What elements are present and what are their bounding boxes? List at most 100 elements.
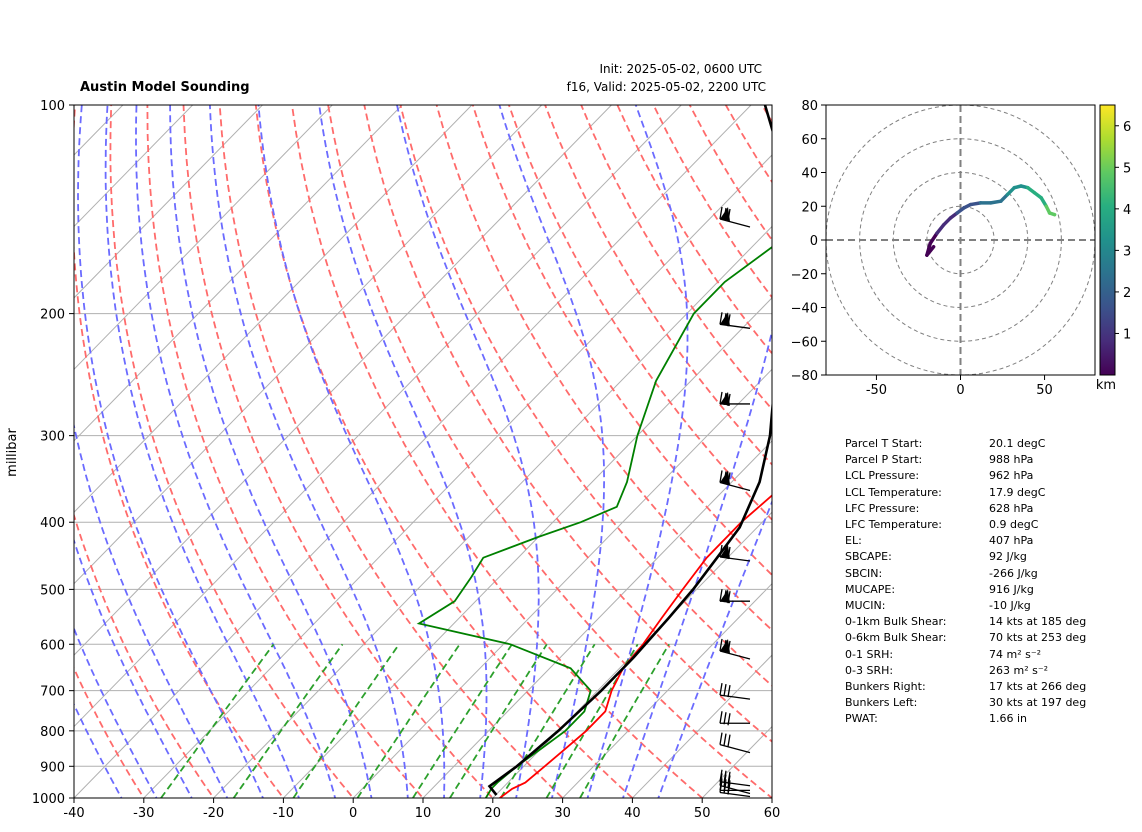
moist-adiabat: [498, 105, 605, 798]
dry-adiabat: [471, 105, 772, 577]
param-label: Parcel P Start:: [845, 453, 923, 467]
isotherm: [212, 225, 772, 798]
mixing-ratio-line: [579, 643, 670, 798]
dry-adiabat: [291, 105, 704, 798]
colorbar-tick-label: 3: [1123, 244, 1131, 259]
isotherm: [631, 654, 772, 798]
dry-adiabat: [218, 105, 564, 798]
param-label: EL:: [845, 534, 862, 548]
mixing-ratio-line: [232, 643, 344, 798]
dry-adiabat: [327, 105, 772, 798]
hodograph-x-tick-label: 0: [956, 383, 964, 398]
param-label: PWAT:: [845, 712, 878, 726]
moist-adiabat: [586, 105, 689, 798]
param-value: 1.66 in: [989, 712, 1028, 726]
colorbar-tick-label: 4: [1123, 203, 1131, 218]
mixing-ratio-line: [292, 643, 400, 798]
isotherm: [492, 511, 772, 798]
mixing-ratio-line: [449, 643, 548, 798]
param-value: 92 J/kg: [989, 550, 1027, 564]
x-tick-label: 50: [694, 806, 711, 821]
colorbar-label: km: [1096, 378, 1116, 393]
colorbar-tick-label: 1: [1123, 327, 1131, 342]
moist-adiabat: [77, 105, 264, 798]
y-tick-label: 700: [40, 685, 65, 700]
hodograph-segment: [935, 223, 946, 235]
param-label: LFC Temperature:: [845, 518, 943, 531]
param-value: 20.1 degC: [989, 437, 1046, 450]
param-value: 263 m² s⁻²: [989, 663, 1049, 677]
dry-adiabat: [109, 105, 355, 798]
hodograph-y-tick-label: −80: [791, 369, 818, 384]
header-init: Init: 2025-05-02, 0600 UTC: [599, 62, 762, 76]
isotherm: [282, 297, 772, 798]
hodograph-segment: [925, 241, 932, 257]
param-label: 0-1 SRH:: [845, 647, 894, 661]
param-label: 0-3 SRH:: [845, 663, 894, 677]
isotherm: [74, 105, 682, 728]
param-value: 0.9 degC: [989, 518, 1039, 531]
dry-adiabat: [74, 105, 285, 798]
colorbar: [1099, 104, 1116, 376]
moist-adiabat: [169, 105, 373, 798]
dry-adiabat: [74, 666, 145, 798]
dry-adiabat: [363, 105, 772, 743]
y-tick-label: 900: [40, 760, 65, 775]
param-label: Parcel T Start:: [845, 437, 923, 450]
y-tick-label: 100: [40, 99, 65, 114]
y-tick-label: 400: [40, 516, 65, 531]
param-value: -10 J/kg: [989, 599, 1031, 612]
param-label: LCL Temperature:: [845, 485, 942, 499]
wind-barb: [719, 732, 751, 754]
skewt-plot-area: [74, 105, 772, 798]
param-value: 17.9 degC: [989, 485, 1046, 499]
param-value: 988 hPa: [989, 453, 1034, 467]
wind-barb: [719, 206, 751, 228]
y-tick-label: 300: [40, 430, 65, 445]
moist-adiabat: [657, 499, 772, 798]
x-tick-label: -30: [133, 806, 154, 821]
dewpoint-profile-line: [416, 246, 772, 798]
header-title: Austin Model Sounding: [80, 80, 250, 95]
param-value: 74 m² s⁻²: [989, 647, 1042, 661]
moist-adiabat: [74, 421, 229, 798]
hodograph-y-tick-label: 40: [801, 167, 818, 182]
moist-adiabat: [257, 105, 446, 798]
wind-barb: [719, 638, 751, 660]
x-tick-label: -10: [273, 806, 294, 821]
y-axis-label: millibar: [4, 428, 20, 477]
moist-adiabat: [209, 105, 409, 798]
wind-barb: [719, 780, 751, 798]
hodograph-y-tick-label: −40: [791, 302, 818, 317]
isotherm: [74, 105, 263, 299]
isotherm: [74, 105, 612, 656]
hodograph-y-tick-label: −60: [791, 335, 818, 350]
hodograph-segment: [928, 231, 939, 246]
colorbar-tick-label: 6: [1123, 120, 1131, 135]
hodograph-y-tick-label: −20: [791, 268, 818, 283]
isotherm: [422, 440, 772, 798]
wind-barb: [719, 589, 750, 604]
param-label: SBCIN:: [845, 566, 883, 580]
hodograph-x-tick-label: 50: [1036, 383, 1053, 398]
hodograph-y-tick-label: 60: [801, 133, 818, 148]
dry-adiabat: [435, 105, 772, 632]
param-value: 70 kts at 253 deg: [989, 631, 1087, 645]
dry-adiabat: [254, 105, 634, 798]
x-tick-label: 40: [624, 806, 641, 821]
y-tick-label: 1000: [32, 792, 65, 807]
param-value: 14 kts at 185 deg: [989, 615, 1087, 629]
x-tick-label: 10: [415, 806, 432, 821]
param-label: 0-6km Bulk Shear:: [845, 631, 947, 645]
parcel-profile-line: [487, 105, 772, 796]
moist-adiabat: [622, 327, 772, 798]
x-tick-label: 0: [349, 806, 357, 821]
param-label: Bunkers Right:: [845, 680, 926, 693]
param-value: 962 hPa: [989, 469, 1034, 483]
hodograph-y-tick-label: 80: [801, 99, 818, 114]
param-value: 628 hPa: [989, 501, 1034, 515]
x-tick-label: -20: [203, 806, 224, 821]
mixing-ratio-line: [412, 643, 513, 798]
y-tick-label: 600: [40, 638, 65, 653]
